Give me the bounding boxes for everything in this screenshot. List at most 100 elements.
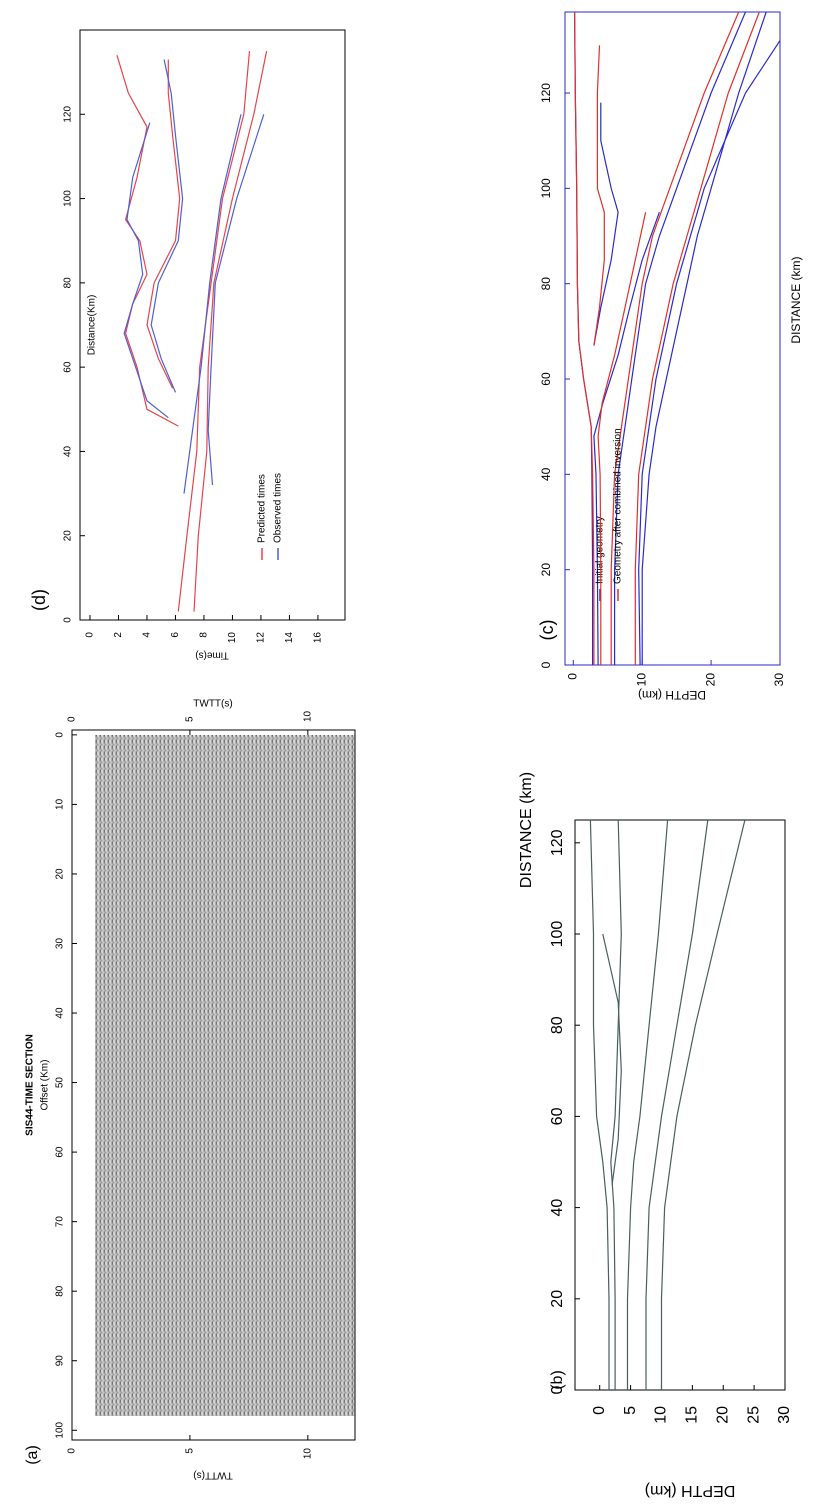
y2-tick-label: 0 bbox=[67, 716, 78, 722]
y2-tick-label: 5 bbox=[185, 716, 196, 722]
y-tick-label: 10 bbox=[634, 673, 648, 687]
x-tick-label: 120 bbox=[539, 83, 553, 103]
x-tick-label: 30 bbox=[55, 937, 66, 949]
series-line bbox=[660, 819, 746, 1390]
legend-label: Predicted times bbox=[257, 474, 268, 543]
y-tick-label: 10 bbox=[227, 632, 238, 644]
y-tick-label: 14 bbox=[284, 632, 295, 644]
x-tick-label: 60 bbox=[55, 1146, 66, 1158]
series-line bbox=[146, 59, 181, 389]
y-tick-label: 10 bbox=[653, 1406, 670, 1424]
series-line bbox=[593, 45, 605, 346]
panel-label: (b) bbox=[549, 1370, 566, 1390]
x-tick-label: 100 bbox=[55, 1421, 66, 1438]
y-tick-label: 0 bbox=[85, 632, 96, 638]
x-tick-label: 100 bbox=[549, 921, 566, 948]
series-line bbox=[183, 114, 242, 494]
x-tick-label: 20 bbox=[55, 868, 66, 880]
plot-frame bbox=[564, 11, 781, 666]
x-tick-label: 60 bbox=[539, 372, 553, 386]
x-tick-label: 90 bbox=[55, 1355, 66, 1367]
series-line bbox=[193, 50, 268, 612]
x-tick-label: 0 bbox=[549, 1385, 566, 1394]
x-tick-label: 70 bbox=[55, 1216, 66, 1228]
y-tick-label: 4 bbox=[142, 632, 153, 638]
x-tick-label: 80 bbox=[55, 1285, 66, 1297]
x-tick-label: 40 bbox=[539, 467, 553, 481]
x-tick-label: 100 bbox=[63, 190, 74, 207]
series-line bbox=[589, 819, 610, 1390]
x-tick-label: 20 bbox=[63, 530, 74, 542]
x-tick-label: 20 bbox=[539, 563, 553, 577]
series-line bbox=[574, 11, 595, 665]
y-axis-label: DEPTH (km) bbox=[638, 688, 706, 702]
series-line bbox=[638, 40, 781, 666]
x-tick-label: 0 bbox=[63, 617, 74, 623]
series-line bbox=[150, 59, 184, 393]
series-line bbox=[593, 102, 619, 346]
chart-title: SIS44-TIME SECTION bbox=[25, 1034, 36, 1136]
y2-axis-label: TWTT(s) bbox=[193, 699, 232, 710]
x-axis-label: DISTANCE (km) bbox=[789, 256, 803, 343]
x-tick-label: 60 bbox=[549, 1107, 566, 1125]
y-tick-label: 15 bbox=[684, 1406, 701, 1424]
x-tick-label: 0 bbox=[539, 661, 553, 668]
y-axis-label: Time(s) bbox=[195, 649, 229, 660]
series-line bbox=[626, 819, 669, 1390]
x-tick-label: 40 bbox=[549, 1199, 566, 1217]
series-line bbox=[641, 11, 767, 665]
panel-label: (a) bbox=[24, 1445, 41, 1465]
x-axis-label: Distance(Km) bbox=[87, 295, 98, 356]
y-tick-label: 20 bbox=[703, 673, 717, 687]
x-tick-label: 20 bbox=[549, 1290, 566, 1308]
y-axis-label: TWTT(s) bbox=[193, 1469, 232, 1480]
series-line bbox=[116, 55, 179, 427]
panel: (a) SIS44-TIME SECTION Offset (Km) TWTT(s) 1… bbox=[24, 699, 356, 1480]
panel-label: (d) bbox=[29, 589, 49, 611]
series-line bbox=[177, 51, 251, 612]
x-tick-label: 80 bbox=[63, 277, 74, 289]
x-tick-label: 60 bbox=[63, 361, 74, 373]
series-line bbox=[574, 11, 594, 665]
y-tick-label: 20 bbox=[714, 1406, 731, 1424]
series-line bbox=[207, 114, 265, 486]
y-tick-label: 0 bbox=[591, 1406, 608, 1415]
y-tick-label: 0 bbox=[67, 1448, 78, 1454]
y-tick-label: 16 bbox=[313, 632, 324, 644]
landscape-figure: (a) SIS44-TIME SECTION Offset (Km) TWTT(s) 1… bbox=[24, 11, 803, 1499]
panel: (b)DISTANCE (km)DEPTH (km)02040608010012… bbox=[518, 772, 793, 1499]
y-tick-label: 12 bbox=[256, 632, 267, 644]
series-line bbox=[614, 11, 747, 665]
x-tick-label: 120 bbox=[63, 106, 74, 123]
series-line bbox=[645, 819, 709, 1390]
x-tick-label: 10 bbox=[55, 798, 66, 810]
y-tick-label: 10 bbox=[302, 1448, 313, 1460]
x-tick-label: 80 bbox=[539, 277, 553, 291]
x-tick-label: 50 bbox=[55, 1077, 66, 1089]
plot-frame bbox=[79, 29, 346, 621]
plot-frame bbox=[71, 729, 356, 1441]
x-axis-label: DISTANCE (km) bbox=[518, 772, 535, 888]
x-tick-label: 100 bbox=[539, 178, 553, 198]
y2-tick-label: 10 bbox=[302, 710, 313, 722]
y-tick-label: 25 bbox=[745, 1406, 762, 1424]
x-tick-label: 80 bbox=[549, 1016, 566, 1034]
y-tick-label: 5 bbox=[622, 1406, 639, 1415]
y-tick-label: 30 bbox=[772, 673, 786, 687]
y-tick-label: 30 bbox=[776, 1406, 793, 1424]
x-tick-label: 120 bbox=[549, 829, 566, 856]
y-axis-label: DEPTH (km) bbox=[645, 1482, 736, 1499]
series-line bbox=[597, 212, 647, 665]
legend-label: Geometry after combined inversion bbox=[613, 428, 624, 584]
legend-label: Observed times bbox=[273, 473, 284, 543]
y-tick-label: 0 bbox=[565, 673, 579, 680]
x-tick-label: 0 bbox=[55, 732, 66, 738]
plot-frame bbox=[574, 819, 786, 1391]
series-line bbox=[610, 11, 740, 665]
series-line bbox=[123, 122, 169, 419]
y-tick-label: 6 bbox=[170, 632, 181, 638]
x-axis-label: Offset (Km) bbox=[40, 1060, 51, 1111]
x-tick-label: 40 bbox=[55, 1007, 66, 1019]
panel-label: (c) bbox=[537, 620, 557, 641]
